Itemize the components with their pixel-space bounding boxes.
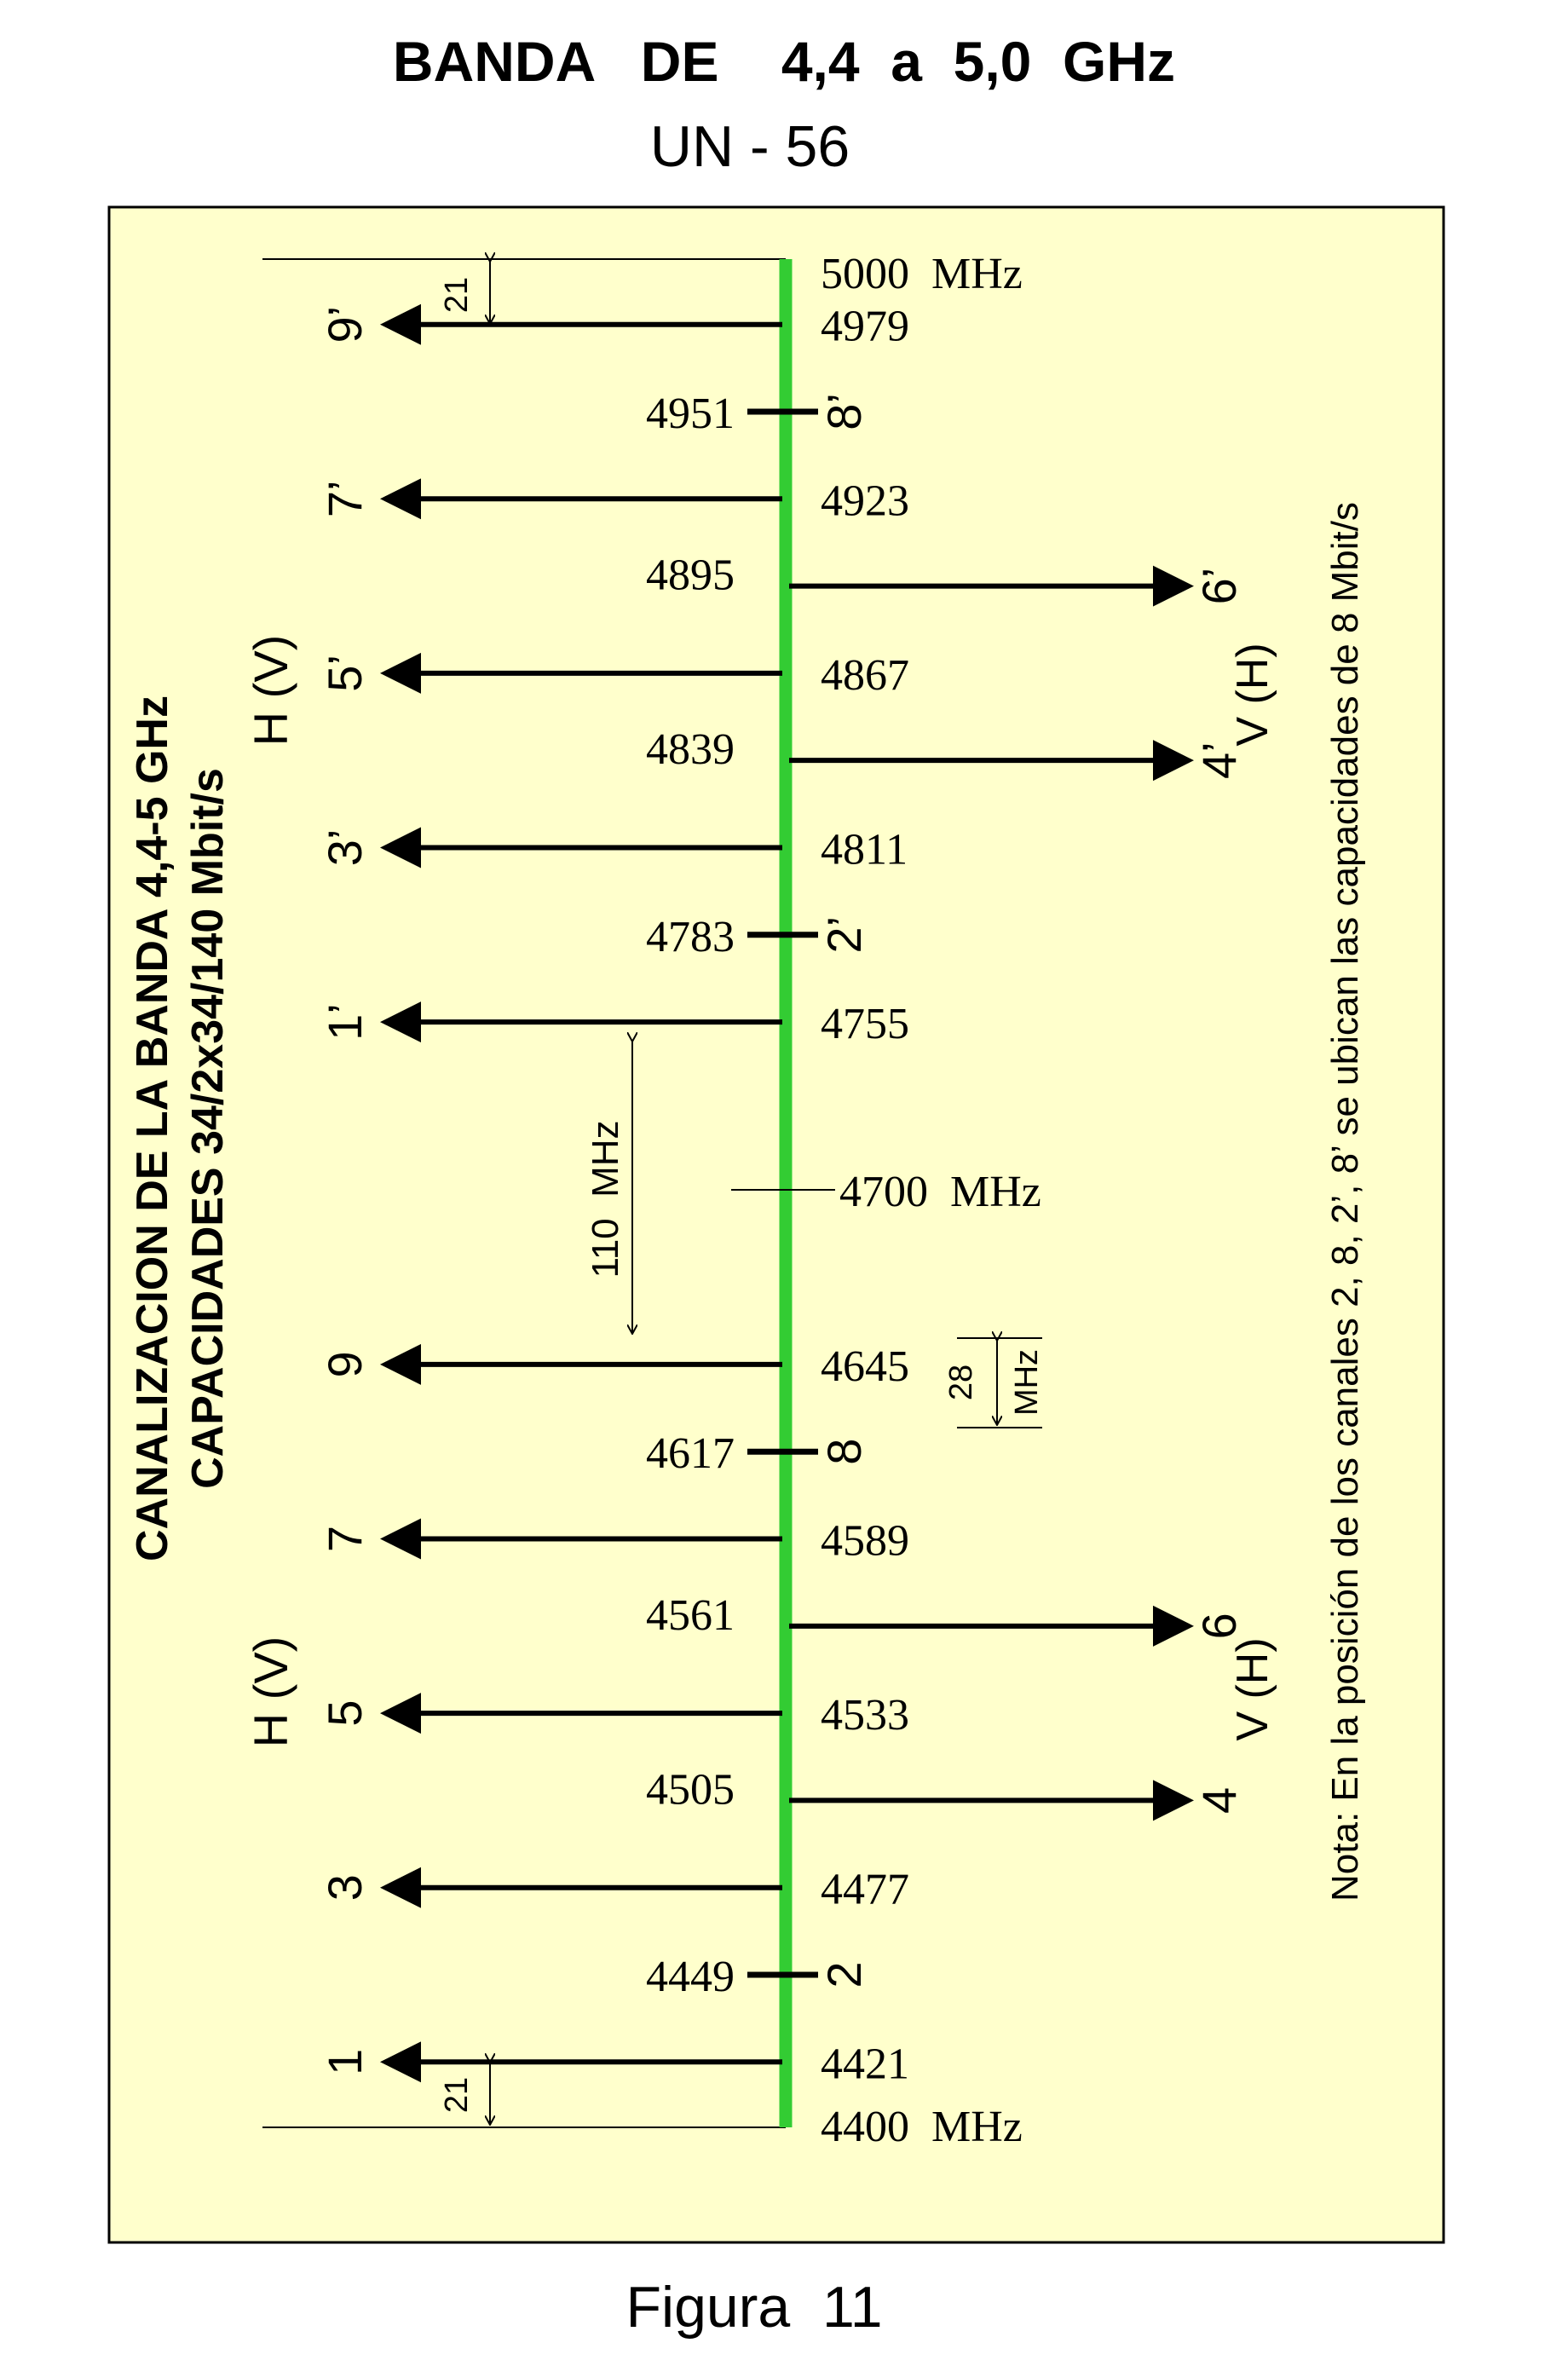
figure-label: Figura 11 [625,2275,882,2340]
polarization-left-upper: H (V) [244,635,297,747]
page-subtitle: UN - 56 [650,114,850,179]
channel-frequency-upper_left-1: 4923 [821,476,909,525]
channel-gap-unit: MHz [1009,1349,1045,1416]
channel-frequency-upper_left-0: 4979 [821,303,909,351]
channel-name-lower_left-4: 1 [318,2049,372,2075]
channel-name-lower_left-2: 5 [318,1700,372,1727]
small-channel-frequency-lower_small-1: 4449 [646,1953,735,2001]
channel-frequency-upper_left-4: 4755 [821,1000,909,1048]
channel-name-lower_left-1: 7 [318,1526,372,1552]
channel-frequency-lower_left-0: 4645 [821,1342,909,1391]
channel-name-lower_right-0: 6 [1192,1613,1246,1639]
channel-frequency-lower_right-1: 4505 [646,1765,735,1814]
lower-band-edge-label: 4400 MHz [821,2103,1023,2151]
page-title: BANDA DE 4,4 a 5,0 GHz [393,30,1175,93]
channel-frequency-lower_right-0: 4561 [646,1591,735,1640]
diagram-heading-line2: CAPACIDADES 34/2x34/140 Mbit/s [183,768,233,1489]
channel-name-lower_left-0: 9 [318,1351,372,1377]
upper-band-edge-label: 5000 MHz [821,250,1023,298]
small-channel-name-lower_small-0: 8 [817,1439,871,1465]
channel-frequency-lower_left-1: 4589 [821,1517,909,1566]
channel-frequency-upper_right-1: 4839 [646,725,735,774]
polarization-left-lower: H (V) [244,1636,297,1748]
channel-name-upper_left-0: 9’ [318,306,372,343]
channel-gap-value: 28 [943,1365,979,1400]
small-channel-frequency-lower_small-0: 4617 [646,1429,735,1478]
channel-name-upper_left-2: 5’ [318,655,372,692]
upper-edge-gap-label: 21 [439,277,475,313]
lower-edge-gap-label: 21 [439,2077,475,2113]
channel-name-upper_right-0: 6’ [1192,568,1246,605]
diagram-panel [107,205,1445,2244]
channel-frequency-lower_left-4: 4421 [821,2040,909,2088]
channel-name-upper_left-4: 1’ [318,1003,372,1041]
channel-frequency-lower_left-2: 4533 [821,1691,909,1740]
channel-marks: 4979 9’ 4923 7’ 4867 5’ 4811 3’ 4755 1’ 4645 9 4589 7… [318,303,1246,2089]
small-channel-frequency-upper_small-0: 4951 [646,390,735,438]
channel-name-upper_right-1: 4’ [1192,742,1246,779]
channel-frequency-upper_left-2: 4867 [821,651,909,700]
channel-frequency-upper_right-0: 4895 [646,551,735,600]
channel-name-lower_left-3: 3 [318,1874,372,1901]
channel-name-upper_left-1: 7’ [318,481,372,518]
diagram-heading-line1: CANALIZACION DE LA BANDA 4,4-5 GHz [128,695,177,1561]
small-channel-name-upper_small-0: 8’ [817,393,871,430]
center-gap-label: 110 MHz [585,1120,626,1278]
channel-frequency-upper_left-3: 4811 [821,825,908,874]
small-channel-name-lower_small-1: 2 [817,1961,871,1988]
channel-frequency-lower_left-3: 4477 [821,1866,909,1914]
channel-note: Nota: En la posición de los canales 2, 8… [1324,502,1366,1901]
center-frequency-label: 4700 MHz [839,1168,1041,1216]
channel-name-lower_right-1: 4 [1192,1787,1246,1814]
polarization-right-upper: V (H) [1228,643,1277,746]
small-channel-name-upper_small-1: 2’ [817,916,871,954]
channel-name-upper_left-3: 3’ [318,829,372,867]
small-channel-frequency-upper_small-1: 4783 [646,913,735,961]
polarization-right-lower: V (H) [1228,1637,1277,1740]
